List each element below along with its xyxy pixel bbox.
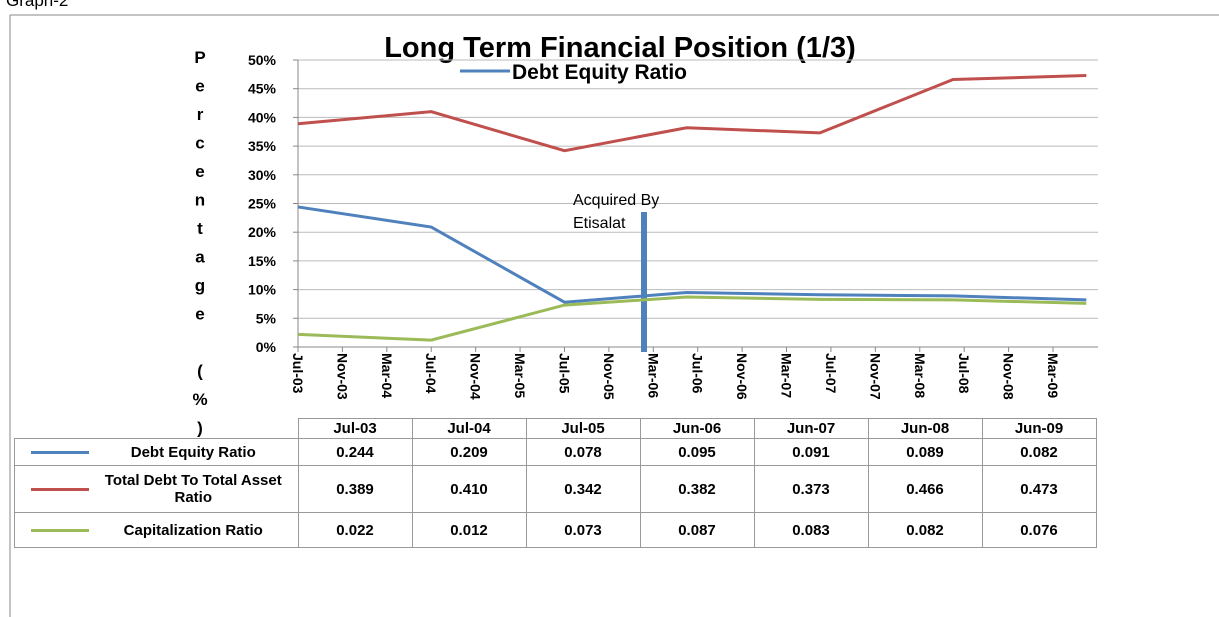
value-cell: 0.012 <box>411 512 527 548</box>
value-cell: 0.373 <box>753 465 869 513</box>
legend-swatch <box>31 528 89 532</box>
table-row: Debt Equity Ratio 0.244 0.209 0.078 0.095 0.0… <box>14 438 1097 466</box>
column-header: Jul-04 <box>411 418 527 439</box>
value-cell: 0.389 <box>297 465 413 513</box>
x-tick-label: Mar-06 <box>645 353 661 398</box>
value-cell: 0.087 <box>639 512 755 548</box>
series-line <box>297 295 1087 342</box>
x-tick-label: Jul-04 <box>423 353 439 394</box>
chart-title: Long Term Financial Position (1/3) <box>384 32 856 64</box>
y-tick-label: 45% <box>248 81 277 97</box>
row-header: Total Debt To Total Asset Ratio <box>14 465 299 513</box>
value-cell: 0.209 <box>411 438 527 466</box>
table-row: Capitalization Ratio 0.022 0.012 0.073 0.087… <box>14 512 1097 548</box>
annotation: Acquired By <box>573 192 659 209</box>
x-tick-label: Nov-06 <box>734 353 750 400</box>
y-tick-label: 50% <box>248 52 277 68</box>
x-tick-label: Jul-06 <box>690 353 706 394</box>
series-line <box>297 205 1087 304</box>
series-name: Total Debt To Total Asset Ratio <box>104 472 282 506</box>
value-cell: 0.466 <box>867 465 983 513</box>
column-header: Jun-07 <box>753 418 869 439</box>
value-cell: 0.076 <box>981 512 1097 548</box>
value-cell: 0.073 <box>525 512 641 548</box>
value-cell: 0.082 <box>867 512 983 548</box>
row-header: Debt Equity Ratio <box>14 438 299 466</box>
y-tick-label: 15% <box>248 253 277 269</box>
table-row: Total Debt To Total Asset Ratio 0.389 0.41… <box>14 465 1097 513</box>
row-label: Capitalization Ratio <box>15 522 298 539</box>
row-label: Debt Equity Ratio <box>15 444 298 461</box>
x-tick-label: Jul-08 <box>956 353 972 394</box>
x-tick-label: Jul-05 <box>556 353 572 394</box>
data-table: Jul-03 Jul-04 Jul-05 Jun-06 Jun-07 Jun-08 Jun-… <box>14 418 1097 548</box>
x-tick-label: Nov-03 <box>334 353 350 400</box>
value-cell: 0.342 <box>525 465 641 513</box>
caption: Graph-2 <box>6 0 68 10</box>
x-tick-label: Mar-07 <box>779 353 795 398</box>
column-header: Jul-03 <box>297 418 413 439</box>
y-tick-label: 40% <box>248 109 277 125</box>
header-row: Jul-03 Jul-04 Jul-05 Jun-06 Jun-07 Jun-08 Jun-… <box>14 418 1097 439</box>
series-name: Debt Equity Ratio <box>130 443 256 461</box>
value-cell: 0.089 <box>867 438 983 466</box>
y-tick-label: 10% <box>248 282 277 298</box>
y-tick-label: 30% <box>248 167 277 183</box>
column-header: Jun-06 <box>639 418 755 439</box>
legend-swatch <box>31 487 89 491</box>
value-cell: 0.095 <box>639 438 755 466</box>
series-line <box>297 73 1087 153</box>
row-header: Capitalization Ratio <box>14 512 299 548</box>
row-label: Total Debt To Total Asset Ratio <box>15 472 298 506</box>
value-cell: 0.091 <box>753 438 869 466</box>
blank-cell <box>14 418 299 439</box>
x-tick-label: Nov-07 <box>867 353 883 400</box>
legend-swatch <box>31 450 89 454</box>
x-tick-label: Mar-08 <box>912 353 928 398</box>
value-cell: 0.078 <box>525 438 641 466</box>
y-tick-label: 0% <box>256 339 277 355</box>
x-tick-label: Jul-03 <box>290 353 306 394</box>
value-cell: 0.382 <box>639 465 755 513</box>
value-cell: 0.410 <box>411 465 527 513</box>
x-tick-label: Nov-05 <box>601 353 617 400</box>
value-cell: 0.473 <box>981 465 1097 513</box>
x-tick-label: Mar-04 <box>379 353 395 398</box>
y-tick-label: 20% <box>248 224 277 240</box>
value-cell: 0.244 <box>297 438 413 466</box>
value-cell: 0.082 <box>981 438 1097 466</box>
x-tick-label: Mar-05 <box>512 353 528 398</box>
x-tick-label: Nov-04 <box>468 353 484 400</box>
column-header: Jul-05 <box>525 418 641 439</box>
x-tick-label: Nov-08 <box>1001 353 1017 400</box>
value-cell: 0.083 <box>753 512 869 548</box>
x-tick-label: Jul-07 <box>823 353 839 394</box>
column-header: Jun-08 <box>867 418 983 439</box>
annotation-marker <box>641 212 647 352</box>
y-tick-label: 5% <box>256 310 277 326</box>
legend-label: Debt Equity Ratio <box>512 61 687 84</box>
column-header: Jun-09 <box>981 418 1097 439</box>
x-tick-label: Mar-09 <box>1045 353 1061 398</box>
y-tick-label: 25% <box>248 196 277 212</box>
series-name: Capitalization Ratio <box>123 521 263 539</box>
annotation: Etisalat <box>573 215 626 232</box>
y-tick-label: 35% <box>248 138 277 154</box>
value-cell: 0.022 <box>297 512 413 548</box>
